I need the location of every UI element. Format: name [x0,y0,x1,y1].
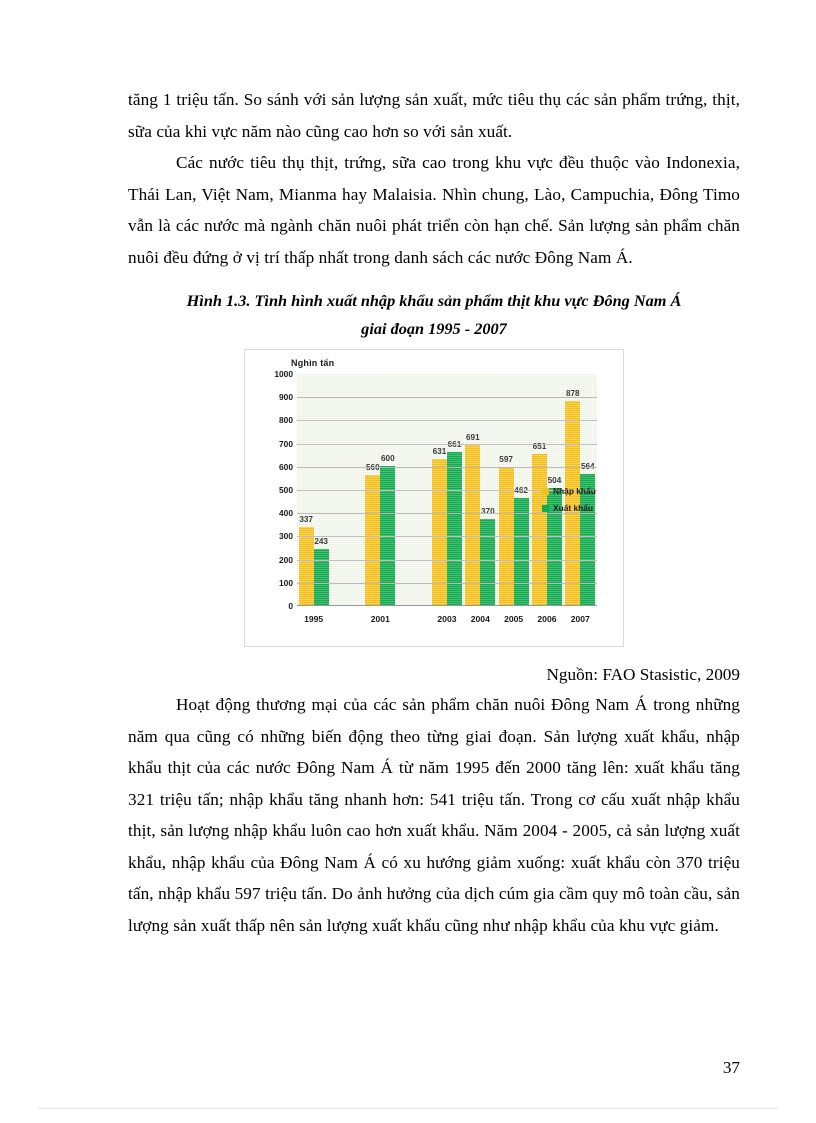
bar-group-2005: 597 462 [497,374,530,605]
bar-import-2004: 691 [465,433,481,605]
figure-caption: Hình 1.3. Tình hình xuất nhập khẩu sản p… [128,287,740,343]
bar-value-label: 243 [314,536,328,546]
bar-export-2001: 600 [380,454,396,605]
gridline [297,443,597,445]
x-tick-2006: 2006 [537,614,557,624]
y-tick-1000: 1000 [274,369,293,379]
bar-value-label: 651 [532,441,547,451]
bar-export-2005: 462 [513,486,529,605]
y-axis-tick-labels: 1000 900 800 700 600 500 400 300 200 100 0 [263,369,293,611]
page-number: 37 [722,1058,740,1077]
bar-export-2003: 661 [446,440,462,605]
legend-item-export: Xuất khẩu [542,503,618,513]
bar-import-1995: 337 [298,515,314,605]
gridline [297,490,597,491]
bar-value-label: 370 [480,507,495,517]
x-tick-2005: 2005 [504,614,524,624]
y-tick-900: 900 [279,392,293,403]
legend-swatch-icon [542,504,549,512]
figure-caption-line2: giai đoạn 1995 - 2007 [361,319,507,338]
bar-group-1995: 337 243 [297,374,330,605]
gridline [297,536,597,538]
x-axis-tick-labels: 1995 2001 2003 2004 2005 2006 2007 [297,608,597,624]
bar-group-2001: 560600 [364,374,397,605]
bar-value-label: 691 [465,432,480,442]
bar-export-2006: 504 [546,476,562,605]
gridline [297,513,597,515]
bar-export-1995: 243 [313,537,329,605]
bar-import-2003: 631 [431,447,447,605]
gridline [297,466,597,468]
legend-swatch-icon [542,487,549,495]
gridline [297,397,597,399]
bar-import-2005: 597 [498,455,514,605]
page-content: tăng 1 triệu tấn. So sánh với sản lượng … [128,84,740,941]
x-tick-2004: 2004 [470,614,490,624]
y-tick-500: 500 [279,485,293,495]
y-tick-700: 700 [279,438,293,449]
y-tick-400: 400 [279,508,293,519]
bar-import-2001: 560 [365,463,381,605]
paragraph-1: tăng 1 triệu tấn. So sánh với sản lượng … [128,90,740,141]
bar-export-2004: 370 [480,507,496,605]
bar-value-label: 564 [581,462,595,471]
bar-export-2007: 564 [580,462,596,605]
figure-caption-line1: Hình 1.3. Tình hình xuất nhập khẩu sản p… [186,291,682,310]
y-tick-0: 0 [288,601,293,611]
bar-value-label: 337 [299,514,313,524]
gridline [297,582,597,584]
gridline [297,559,597,561]
figure-source: Nguồn: FAO Stasistic, 2009 [546,665,740,684]
y-tick-100: 100 [279,577,293,588]
bar-value-label: 504 [547,476,562,486]
y-tick-300: 300 [279,531,293,542]
gridline [297,420,597,422]
bar-group-2003: 631661 [430,374,463,605]
paragraph-2: Các nước tiêu thụ thịt, trứng, sữa cao t… [128,153,740,267]
paragraph-3: Hoạt động thương mại của các sản phẩm ch… [128,695,740,935]
bar-value-label: 878 [565,389,580,399]
y-tick-600: 600 [279,461,293,472]
bar-value-label: 631 [432,446,447,456]
legend-label: Xuất khẩu [553,503,594,513]
bar-chart: Nghìn tấn 1000 900 800 700 600 500 400 300 200 10… [244,349,624,647]
legend-item-import: Nhập khẩu [542,486,618,496]
x-tick-2001: 2001 [370,614,390,624]
y-tick-800: 800 [279,415,293,426]
x-tick-empty [397,608,430,624]
x-tick-empty [330,608,363,624]
x-tick-1995: 1995 [304,614,324,624]
legend-label: Nhập khẩu [553,486,596,496]
chart-legend: Nhập khẩu Xuất khẩu [542,486,618,520]
bar-value-label: 600 [380,453,395,463]
x-tick-2007: 2007 [570,614,590,624]
bar-value-label: 597 [499,454,513,464]
chart-axis-note: Nghìn tấn [291,358,335,368]
bar-group-2007: 878 564 [564,374,597,605]
bar-import-2007: 878 [565,389,581,605]
y-tick-200: 200 [279,554,293,565]
x-tick-2003: 2003 [437,614,457,624]
footer-divider [38,1108,778,1109]
